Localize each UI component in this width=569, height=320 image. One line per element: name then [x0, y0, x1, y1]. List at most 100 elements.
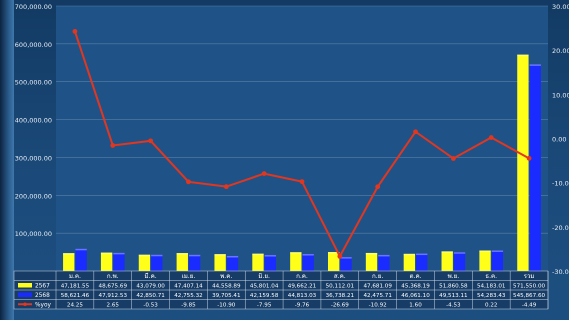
table-value: 49,662.21 — [288, 284, 317, 290]
bar-highlight — [226, 255, 239, 258]
y-right-tick-label: 20.00 — [552, 47, 569, 55]
yoy-point — [375, 184, 381, 190]
x-category-label: ก.ย. — [372, 273, 383, 280]
table-value: 49,513.11 — [439, 293, 468, 299]
bar-2567 — [176, 253, 188, 271]
legend-key-2567 — [18, 283, 32, 288]
y-right-tick-label: -20.00 — [552, 224, 569, 232]
table-value: 48,675.69 — [99, 284, 128, 290]
bar-highlight — [378, 254, 390, 257]
bar-2568 — [491, 250, 504, 271]
table-value: -10.92 — [369, 303, 387, 309]
table-value: -0.53 — [143, 303, 158, 309]
y-right-tick-label: 30.00 — [552, 3, 569, 11]
table-value: 36,738.21 — [326, 293, 355, 299]
bar-highlight — [264, 255, 277, 257]
bar-2567 — [517, 54, 529, 271]
x-category-label: ธ.ค. — [485, 273, 497, 280]
bar-2568 — [226, 255, 239, 271]
bar-highlight — [479, 250, 491, 252]
bar-highlight — [529, 64, 541, 66]
bar-2567 — [365, 252, 378, 271]
table-value: 54,283.43 — [477, 293, 506, 299]
bar-2567 — [441, 251, 453, 271]
bar-2567 — [214, 254, 226, 271]
table-value: 44,813.03 — [288, 293, 317, 299]
table-value: 1.60 — [409, 303, 422, 309]
bar-highlight — [75, 248, 87, 251]
table-value: 545,867.60 — [513, 293, 545, 299]
y-axis-left: 700,000.00 600,000.00 500,000.00 400,000.00… — [15, 3, 52, 238]
legend-label: 2567 — [35, 284, 50, 290]
legend-label: %yoy — [35, 303, 51, 309]
table-value: -10.90 — [217, 303, 235, 309]
y-left-tick-label: 600,000.00 — [15, 41, 52, 49]
yoy-point — [450, 156, 456, 161]
bar-2568 — [416, 253, 428, 271]
yoy-point — [337, 253, 343, 259]
x-category-label: ต.ค. — [409, 273, 421, 280]
bar-2567 — [479, 250, 491, 271]
bar-highlight — [327, 252, 340, 254]
gridlines — [56, 5, 548, 234]
bar-highlight — [302, 254, 314, 256]
yoy-point — [299, 179, 305, 185]
yoy-point — [72, 28, 78, 34]
table-value: 571,550.00 — [513, 284, 545, 290]
bar-2568 — [529, 64, 541, 271]
table-value: 47,681.09 — [363, 284, 392, 290]
yoy-point — [261, 171, 267, 177]
x-category-label: ก.พ. — [107, 273, 119, 280]
bar-highlight — [113, 252, 125, 255]
table-value: 47,912.53 — [99, 293, 128, 299]
bar-highlight — [176, 253, 188, 255]
table-value: 47,407.14 — [174, 284, 203, 290]
x-category-label: มี.ค. — [145, 272, 157, 280]
bar-2568 — [453, 252, 466, 271]
x-category-label: พ.ค. — [220, 273, 232, 280]
bar-2568 — [302, 254, 314, 271]
y-left-tick-label: 500,000.00 — [15, 79, 52, 87]
table-value: 45,368.19 — [401, 284, 430, 290]
table-value: 42,159.58 — [250, 293, 279, 299]
table-value: 45,801.04 — [250, 284, 279, 290]
table-value: -4.49 — [522, 303, 537, 309]
table-value: 42,850.71 — [136, 293, 165, 299]
bar-highlight — [517, 54, 529, 57]
yoy-point — [488, 135, 494, 140]
yoy-point — [186, 179, 191, 185]
x-category-label: มิ.ย. — [258, 273, 270, 280]
legend-key-2568 — [18, 292, 32, 297]
table-value: 54,183.01 — [477, 284, 506, 290]
table-value: 51,860.58 — [439, 284, 468, 290]
bar-highlight — [491, 250, 504, 252]
yoy-point — [110, 143, 116, 148]
bar-2568 — [188, 254, 201, 271]
bar-highlight — [441, 251, 453, 253]
yoy-point — [413, 129, 418, 135]
table-value: -9.76 — [295, 303, 310, 309]
y-left-tick-label: 300,000.00 — [15, 154, 52, 162]
x-category-label: พ.ย. — [448, 273, 460, 280]
yoy-point — [223, 184, 229, 190]
y-right-tick-label: -30.00 — [552, 268, 569, 276]
table-value: 50,112.01 — [326, 284, 355, 290]
bar-2568 — [264, 255, 277, 271]
y-left-tick-label: 700,000.00 — [15, 3, 52, 11]
table-value: 43,079.00 — [136, 284, 165, 290]
bar-highlight — [151, 254, 163, 257]
bar-highlight — [63, 253, 75, 255]
bar-highlight — [403, 253, 416, 256]
bar-highlight — [214, 254, 226, 256]
y-left-tick-label: 100,000.00 — [15, 230, 52, 238]
x-category-label: ก.ค. — [296, 273, 308, 280]
bar-2568 — [75, 248, 87, 271]
x-category-label: ม.ค. — [69, 273, 81, 280]
yoy-point — [148, 138, 154, 144]
bar-highlight — [252, 253, 264, 256]
table-value: 42,755.32 — [174, 293, 202, 299]
bar-highlight — [365, 252, 378, 255]
y-right-tick-label: -10.00 — [552, 180, 569, 188]
y-left-tick-label: 400,000.00 — [15, 117, 52, 125]
